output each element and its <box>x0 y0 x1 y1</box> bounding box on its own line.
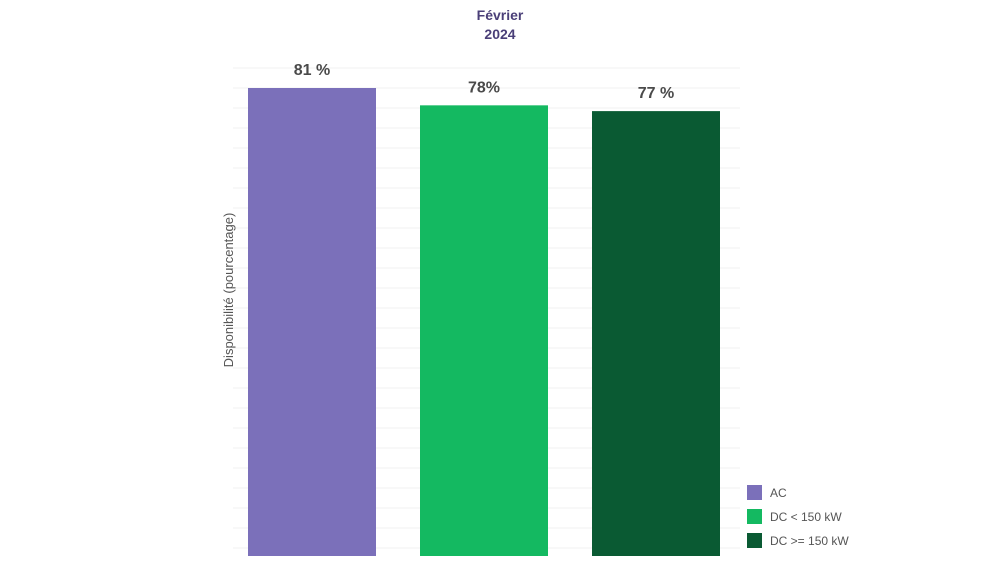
legend-swatch-dc-150-kw <box>747 533 762 548</box>
y-axis-label: Disponibilité (pourcentage) <box>221 213 236 368</box>
value-label-dc-150-kw: 77 % <box>638 85 674 102</box>
bar-dc-150-kw <box>592 111 720 556</box>
bars <box>248 88 720 556</box>
legend: AC DC < 150 kW DC >= 150 kW <box>747 485 849 548</box>
legend-swatch-ac <box>747 485 762 500</box>
legend-label-dc-150-kw: DC < 150 kW <box>770 510 842 524</box>
legend-label-ac: AC <box>770 486 787 500</box>
chart-title-line-1: Février <box>477 7 524 23</box>
chart-title-line-2: 2024 <box>484 26 515 42</box>
bar-dc-150-kw <box>420 105 548 556</box>
legend-label-dc-150-kw: DC >= 150 kW <box>770 534 849 548</box>
value-label-dc-150-kw: 78% <box>468 79 500 96</box>
legend-swatch-dc-150-kw <box>747 509 762 524</box>
value-label-ac: 81 % <box>294 62 330 79</box>
bar-ac <box>248 88 376 556</box>
value-labels: 81 % 78% 77 % <box>294 62 674 102</box>
